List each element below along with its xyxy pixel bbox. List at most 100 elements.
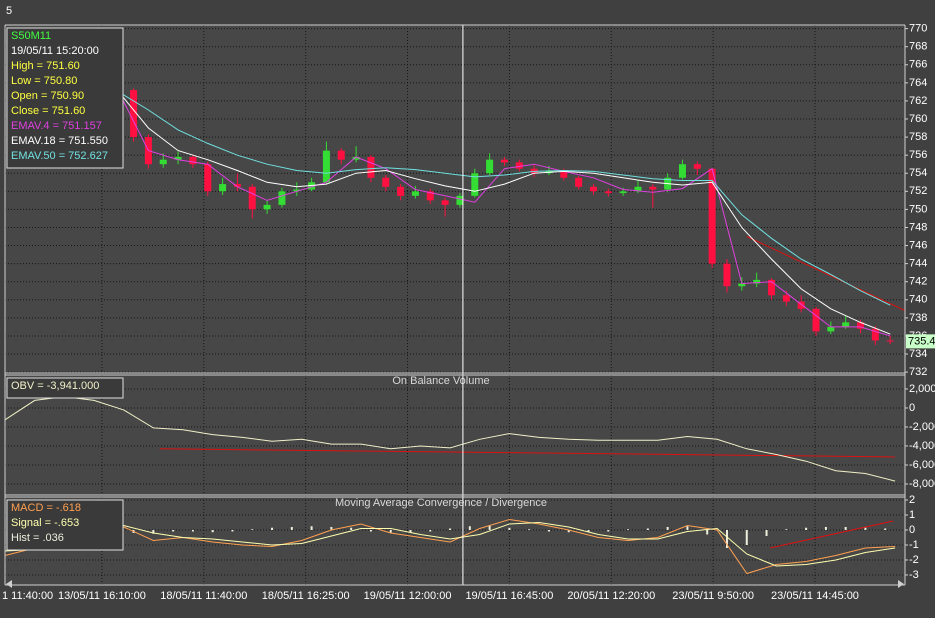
y-tick-label: 750 [909, 203, 927, 215]
candle-body [797, 301, 805, 309]
legend-text: Hist = .036 [11, 532, 64, 544]
hist-bar [429, 529, 432, 532]
hist-bar [271, 527, 274, 530]
legend-text: EMAV.50 = 752.627 [11, 150, 108, 162]
x-tick-label: 20/05/11 12:20:00 [567, 590, 655, 602]
y-tick-label: 746 [909, 239, 927, 251]
hist-bar [844, 526, 847, 530]
y-tick-label: 760 [909, 113, 927, 125]
candle-body [782, 295, 790, 302]
hist-bar [785, 529, 788, 530]
candle-body [678, 164, 686, 178]
hist-bar [646, 528, 649, 530]
hist-bar [389, 529, 392, 533]
x-tick-label: 23/05/11 9:50:00 [672, 590, 754, 602]
candle-body [337, 150, 345, 160]
macd-panel [5, 497, 905, 585]
candle-body [886, 340, 894, 342]
candle-body [263, 204, 271, 210]
hist-bar [607, 529, 610, 532]
candle-body [486, 159, 494, 174]
hist-bar [824, 526, 827, 530]
y-tick-label: 738 [909, 312, 927, 324]
hist-bar [231, 529, 234, 532]
y-tick-label: 770 [909, 23, 927, 35]
hist-bar [765, 529, 768, 536]
candle-body [812, 308, 820, 332]
candle-body [159, 159, 167, 165]
candle-body [411, 191, 419, 196]
y-tick-label: 744 [909, 258, 927, 270]
data-layer: S50M11 19/05/11 15:20:00 High = 751.60 Low … [2, 25, 935, 602]
hist-bar [508, 527, 511, 530]
hist-bar [449, 528, 452, 530]
hist-bar [666, 526, 669, 530]
candle-body [189, 156, 197, 165]
candle-body [248, 186, 256, 210]
hist-bar [290, 526, 293, 530]
ema-line [118, 91, 891, 337]
hist-bar [468, 526, 471, 530]
y-tick-label: -3 [909, 569, 919, 581]
hist-bar [587, 529, 590, 533]
candle-body [219, 184, 227, 192]
candle-body [575, 177, 583, 187]
hist-bar [864, 527, 867, 530]
candle-body [560, 170, 568, 178]
trend-line [746, 236, 906, 312]
last-price-tag [906, 334, 935, 349]
y-tick-label: -2 [909, 554, 919, 566]
legend-text: EMAV.18 = 751.550 [11, 135, 108, 147]
candle-body [708, 168, 716, 264]
candle-body [456, 195, 464, 205]
hist-bar [211, 529, 214, 533]
candle-body [619, 191, 627, 194]
hist-bar [884, 528, 887, 530]
candle-body [589, 186, 597, 192]
legend-text: 19/05/11 15:20:00 [11, 45, 99, 57]
candle-body [130, 90, 138, 138]
legend-text: Low = 750.80 [11, 75, 77, 87]
candle-body [293, 189, 301, 192]
y-tick-label: 756 [909, 149, 927, 161]
y-tick-label: -4,000 [909, 440, 935, 452]
panel-borders [4, 24, 906, 588]
y-tick-label: 0 [909, 524, 915, 536]
hist-bar [369, 529, 372, 532]
legend-box [6, 27, 124, 169]
hist-bar [528, 529, 531, 530]
y-tick-label: 732 [909, 366, 927, 378]
y-tick-label: -1 [909, 539, 919, 551]
legend-text: Signal = -.653 [11, 517, 79, 529]
hist-bar [567, 529, 570, 533]
hist-bar [172, 529, 175, 532]
y-tick-label: 734 [909, 348, 927, 360]
y-tick-label: 758 [909, 131, 927, 143]
candle-body [441, 200, 449, 205]
legend-text: OBV = -3,941.000 [11, 380, 99, 392]
hist-bar [627, 529, 630, 530]
panel-title: Moving Average Convergence / Divergence [335, 497, 547, 509]
legend-box [6, 377, 124, 399]
scroll-right[interactable] [898, 580, 904, 588]
trend-line [769, 520, 894, 549]
scroll-left[interactable] [6, 580, 12, 588]
x-tick-label: 19/05/11 12:00:00 [364, 590, 452, 602]
candle-body [515, 162, 523, 169]
y-tick-label: 764 [909, 77, 927, 89]
x-tick-label: 23/05/11 14:45:00 [771, 590, 859, 602]
y-tick-label: 742 [909, 276, 927, 288]
hist-bar [686, 526, 689, 530]
hist-bar [745, 529, 748, 545]
hist-bar [350, 527, 353, 530]
period-label: 5 [6, 5, 12, 17]
y-tick-label: 2 [909, 494, 915, 506]
candle-body [649, 186, 657, 190]
candle-body [367, 156, 375, 178]
candle-body [827, 326, 835, 332]
x-tick-label: 13/05/11 16:10:00 [58, 590, 146, 602]
y-tick-label: 748 [909, 221, 927, 233]
candle-body [856, 322, 864, 329]
candle-body [871, 328, 879, 341]
